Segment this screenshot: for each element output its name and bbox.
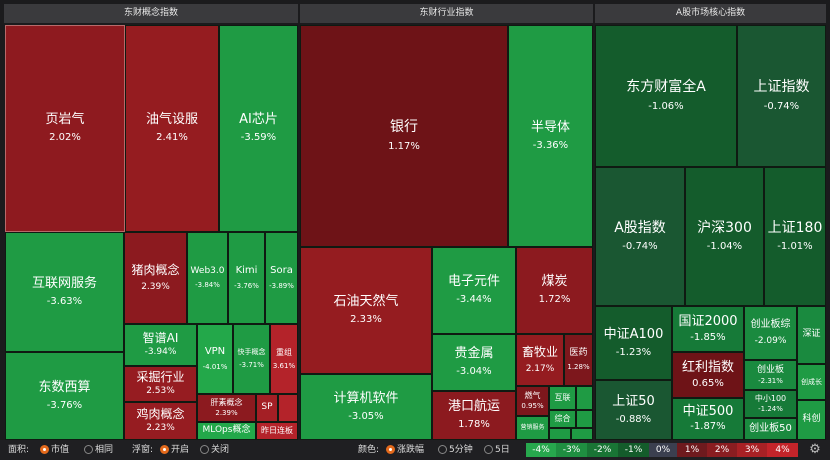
radio-icon <box>200 445 209 454</box>
legend-p2: 2% <box>707 443 737 457</box>
industry-panel-title: 东财行业指数 <box>300 4 593 23</box>
tile-bandaoti[interactable]: 半导体 -3.36% <box>508 25 593 247</box>
legend-m1: -1% <box>618 443 649 457</box>
tile-caijue[interactable]: 采掘行业 2.53% <box>124 366 197 402</box>
legend-m3: -3% <box>556 443 587 457</box>
color-option-5min[interactable]: 5分钟 <box>438 440 473 460</box>
tile-small-2[interactable] <box>576 410 593 428</box>
tile-small-1[interactable] <box>576 386 593 410</box>
float-option-off[interactable]: 关闭 <box>200 440 229 460</box>
legend-p1: 1% <box>677 443 707 457</box>
tile-xumuye[interactable]: 畜牧业 2.17% <box>516 334 564 386</box>
tile-yiyao[interactable]: 医药 1.28% <box>564 334 593 386</box>
tile-hulian[interactable]: 互联 <box>549 386 576 410</box>
float-label: 浮窗: <box>132 445 154 455</box>
tile-shiyou[interactable]: 石油天然气 2.33% <box>300 247 432 374</box>
tile-dianzi[interactable]: 电子元件 -3.44% <box>432 247 516 334</box>
area-option-market-cap[interactable]: 市值 <box>40 440 69 460</box>
tile-ranqi[interactable]: 燃气 0.95% <box>516 386 549 416</box>
tile-yingxiao[interactable]: 营销服务 <box>516 416 549 440</box>
tile-web3[interactable]: Web3.0 -3.84% <box>187 232 228 324</box>
legend-p3: 3% <box>737 443 767 457</box>
concept-panel-title: 东财概念指数 <box>4 4 298 23</box>
tile-sp-adjacent[interactable] <box>278 394 298 422</box>
tile-hulianwang[interactable]: 互联网服务 -3.63% <box>5 232 124 352</box>
tile-jisuanji[interactable]: 计算机软件 -3.05% <box>300 374 432 440</box>
tile-dongfangcaifu[interactable]: 东方财富全A -1.06% <box>595 25 737 167</box>
color-label: 颜色: <box>358 445 380 455</box>
legend-m2: -2% <box>587 443 618 457</box>
tile-gansu[interactable]: 肝素概念 2.39% <box>197 394 256 422</box>
industry-index-panel: 东财行业指数 <box>300 4 593 440</box>
legend-zero: 0% <box>649 443 677 457</box>
radio-icon <box>438 445 447 454</box>
tile-cybz[interactable]: 创业板综 -2.09% <box>744 306 797 360</box>
radio-icon <box>484 445 493 454</box>
tile-jirou[interactable]: 鸡肉概念 2.23% <box>124 402 197 440</box>
tile-zhurou[interactable]: 猪肉概念 2.39% <box>124 232 187 324</box>
legend-p4: 4% <box>767 443 798 457</box>
tile-chongzu[interactable]: 重组 3.61% <box>270 324 298 394</box>
tile-zz500[interactable]: 中证500 -1.87% <box>672 398 744 440</box>
tile-aixinpian[interactable]: AI芯片 -3.59% <box>219 25 298 232</box>
tile-kechuang[interactable]: 科创 <box>797 400 826 440</box>
legend-m4: -4% <box>526 443 556 457</box>
tile-hongli[interactable]: 红利指数 0.65% <box>672 352 744 398</box>
tile-zz2000[interactable]: 国证2000 -1.85% <box>672 306 744 352</box>
tile-kuaishou[interactable]: 快手概念 -3.71% <box>233 324 270 394</box>
area-label: 面积: <box>8 445 30 455</box>
tile-sz180[interactable]: 上证180 -1.01% <box>764 167 826 306</box>
tile-small-3[interactable] <box>549 428 571 440</box>
tile-yinhang[interactable]: 银行 1.17% <box>300 25 508 247</box>
tile-cyb50[interactable]: 创业板50 <box>744 418 797 440</box>
tile-hs300[interactable]: 沪深300 -1.04% <box>685 167 764 306</box>
tile-yeyanqi[interactable]: 页岩气 2.02% <box>5 25 125 232</box>
tile-shenzheng[interactable]: 深证 <box>797 306 826 364</box>
tile-shangzheng[interactable]: 上证指数 -0.74% <box>737 25 826 167</box>
gear-icon[interactable]: ⚙ <box>809 442 821 457</box>
area-option-equal[interactable]: 相同 <box>84 440 113 460</box>
tile-zuorilianban[interactable]: 昨日连板 <box>256 422 298 440</box>
tile-shuzixisuan[interactable]: 东数西算 -3.76% <box>5 352 124 440</box>
core-index-panel: A股市场核心指数 <box>595 4 826 440</box>
tile-sz50[interactable]: 上证50 -0.88% <box>595 380 672 440</box>
tile-small-4[interactable] <box>571 428 593 440</box>
tile-gangkou[interactable]: 港口航运 1.78% <box>432 391 516 440</box>
tile-vpn[interactable]: VPN -4.01% <box>197 324 233 394</box>
tile-chuangcheng[interactable]: 创成长 <box>797 364 826 400</box>
tile-zx100[interactable]: 中小100 -1.24% <box>744 390 797 418</box>
tile-agu[interactable]: A股指数 -0.74% <box>595 167 685 306</box>
core-panel-title: A股市场核心指数 <box>595 4 826 23</box>
radio-selected-icon <box>386 445 395 454</box>
tile-mlops[interactable]: MLOps概念 <box>197 422 256 440</box>
tile-zza100[interactable]: 中证A100 -1.23% <box>595 306 672 380</box>
bottom-toolbar: 面积: 市值 相同 浮窗: 开启 关闭 颜色: 涨跌幅 5分钟 5日 -4% -… <box>0 440 830 460</box>
tile-guijinshu[interactable]: 贵金属 -3.04% <box>432 334 516 391</box>
tile-meitan[interactable]: 煤炭 1.72% <box>516 247 593 334</box>
tile-kimi[interactable]: Kimi -3.76% <box>228 232 265 324</box>
tile-cyb[interactable]: 创业板 -2.31% <box>744 360 797 390</box>
float-option-on[interactable]: 开启 <box>160 440 189 460</box>
tile-zonghe[interactable]: 综合 <box>549 410 576 428</box>
color-option-5day[interactable]: 5日 <box>484 440 510 460</box>
concept-index-panel: 东财概念指数 <box>4 4 298 440</box>
radio-selected-icon <box>160 445 169 454</box>
tile-sora[interactable]: Sora -3.89% <box>265 232 298 324</box>
radio-selected-icon <box>40 445 49 454</box>
tile-zhinengai[interactable]: 智谱AI -3.94% <box>124 324 197 366</box>
color-option-change[interactable]: 涨跌幅 <box>386 440 424 460</box>
tile-youqishebei[interactable]: 油气设服 2.41% <box>125 25 219 232</box>
radio-icon <box>84 445 93 454</box>
tile-sp[interactable]: SP <box>256 394 278 422</box>
